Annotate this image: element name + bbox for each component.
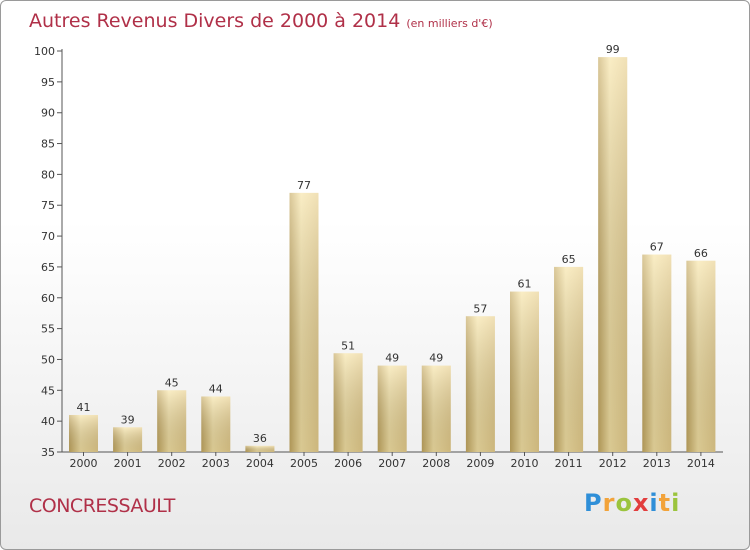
logo-letter: t	[658, 489, 672, 517]
bar-shade	[598, 57, 628, 453]
bar-shade	[377, 365, 407, 452]
x-tick-label: 2011	[555, 457, 583, 470]
x-tick-label: 2009	[466, 457, 494, 470]
x-tick-label: 2004	[246, 457, 274, 470]
bar-shade	[69, 414, 98, 452]
y-tick-label: 100	[34, 45, 55, 58]
title-unit: (en milliers d'€)	[406, 17, 493, 30]
bar-value-label: 45	[165, 376, 179, 389]
bar-value-label: 49	[385, 352, 399, 365]
x-tick-label: 2010	[511, 457, 539, 470]
chart-title: Autres Revenus Divers de 2000 à 2014 (en …	[29, 10, 493, 32]
x-tick-label: 2001	[114, 457, 142, 470]
bar-value-label: 66	[694, 247, 708, 260]
bar-value-label: 99	[606, 43, 620, 56]
y-tick-label: 75	[41, 199, 55, 212]
bar-shade	[157, 390, 187, 452]
y-tick-label: 60	[41, 292, 55, 305]
bar-shade	[465, 316, 495, 452]
logo-letter: r	[602, 489, 616, 517]
logo-letter: i	[649, 489, 659, 517]
x-tick-label: 2007	[378, 457, 406, 470]
bar-value-label: 39	[121, 413, 135, 426]
bar-shade	[686, 260, 716, 452]
x-tick-label: 2000	[70, 457, 98, 470]
bar-value-label: 61	[518, 278, 532, 291]
bar-value-label: 36	[253, 432, 267, 445]
x-tick-label: 2012	[599, 457, 627, 470]
y-tick-label: 70	[41, 230, 55, 243]
bar-value-label: 57	[473, 302, 487, 315]
bar-value-label: 44	[209, 382, 223, 395]
bar-value-label: 77	[297, 179, 311, 192]
bar-shade	[113, 427, 143, 452]
bar-shade	[201, 396, 231, 452]
bar-value-label: 65	[562, 253, 576, 266]
logo-letter: P	[584, 489, 603, 517]
x-tick-label: 2005	[290, 457, 318, 470]
x-tick-label: 2008	[422, 457, 450, 470]
bar-shade	[245, 445, 275, 452]
bar-shade	[554, 266, 584, 452]
y-tick-label: 85	[41, 138, 55, 151]
y-tick-label: 55	[41, 323, 55, 336]
bars: 41 39 45 44 36 77 51 49 49 57 61 65 99 67 66	[69, 43, 716, 453]
bar-value-label: 51	[341, 339, 355, 352]
x-tick-label: 2014	[687, 457, 715, 470]
y-tick-label: 35	[41, 446, 55, 459]
bar-shade	[333, 353, 363, 452]
y-tick-label: 65	[41, 261, 55, 274]
bar-value-label: 67	[650, 241, 664, 254]
bar-shade	[510, 291, 539, 452]
proxiti-logo[interactable]: Proxiti	[584, 489, 680, 517]
bar-value-label: 41	[77, 401, 91, 414]
commune-name: CONCRESSAULT	[29, 495, 175, 517]
logo-letter: x	[632, 489, 650, 517]
y-tick-label: 45	[41, 384, 55, 397]
y-tick-label: 90	[41, 107, 55, 120]
bar-value-label: 49	[429, 352, 443, 365]
logo-letter: o	[615, 489, 633, 517]
x-tick-label: 2013	[643, 457, 671, 470]
x-tick-label: 2003	[202, 457, 230, 470]
y-tick-label: 40	[41, 415, 55, 428]
y-tick-label: 80	[41, 168, 55, 181]
x-tick-label: 2006	[334, 457, 362, 470]
logo-letter: i	[671, 489, 681, 517]
y-tick-label: 95	[41, 76, 55, 89]
x-tick-label: 2002	[158, 457, 186, 470]
y-tick-label: 50	[41, 353, 55, 366]
bar-shade	[289, 192, 319, 452]
title-main: Autres Revenus Divers de 2000 à 2014	[29, 10, 401, 32]
bar-shade	[642, 254, 672, 452]
bar-shade	[421, 365, 451, 452]
